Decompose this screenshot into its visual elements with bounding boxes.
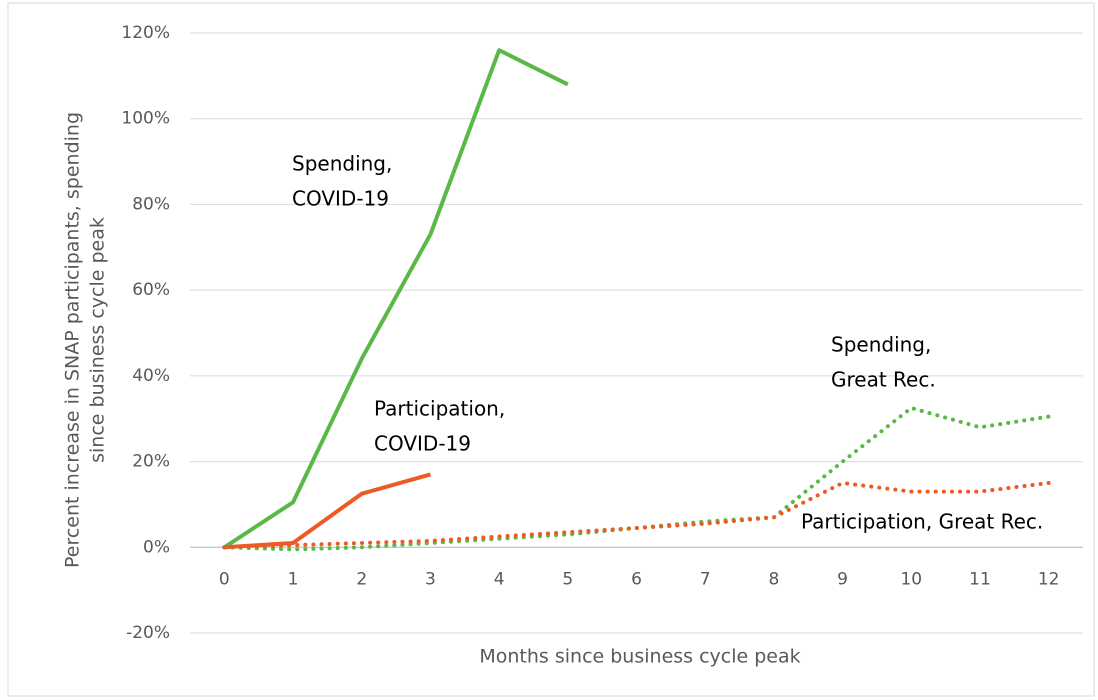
y-axis-label: Percent increase in SNAP participants, s… xyxy=(62,112,84,568)
y-tick-label: 20% xyxy=(132,452,170,472)
x-tick-label: 4 xyxy=(494,569,505,589)
x-tick-label: 5 xyxy=(562,569,573,589)
y-tick-label: 100% xyxy=(121,109,170,129)
annotation: Great Rec. xyxy=(831,368,936,392)
annotation: COVID-19 xyxy=(374,432,471,456)
annotation: Participation, Great Rec. xyxy=(801,510,1043,534)
x-tick-label: 10 xyxy=(900,569,922,589)
y-axis-label: since business cycle peak xyxy=(87,217,109,463)
x-tick-label: 3 xyxy=(425,569,436,589)
annotation: Spending, xyxy=(292,152,392,176)
annotation: COVID-19 xyxy=(292,187,389,211)
x-tick-label: 7 xyxy=(700,569,711,589)
x-tick-label: 12 xyxy=(1038,569,1060,589)
series-line xyxy=(223,48,569,549)
x-tick-label: 0 xyxy=(219,569,230,589)
y-tick-label: 80% xyxy=(132,194,170,214)
x-tick-label: 9 xyxy=(837,569,848,589)
y-tick-label: 40% xyxy=(132,366,170,386)
annotation: Spending, xyxy=(831,333,931,357)
annotation: Participation, xyxy=(374,397,505,421)
x-tick-label: 2 xyxy=(356,569,367,589)
series-line xyxy=(224,472,431,550)
x-axis-label: Months since business cycle peak xyxy=(479,646,800,668)
x-tick-label: 11 xyxy=(969,569,991,589)
y-tick-label: 60% xyxy=(132,280,170,300)
x-tick-label: 8 xyxy=(768,569,779,589)
y-tick-label: -20% xyxy=(126,623,170,643)
y-tick-label: 0% xyxy=(143,537,170,557)
series-line xyxy=(222,481,1051,550)
y-tick-label: 120% xyxy=(121,23,170,43)
x-tick-label: 1 xyxy=(288,569,299,589)
x-tick-label: 6 xyxy=(631,569,642,589)
